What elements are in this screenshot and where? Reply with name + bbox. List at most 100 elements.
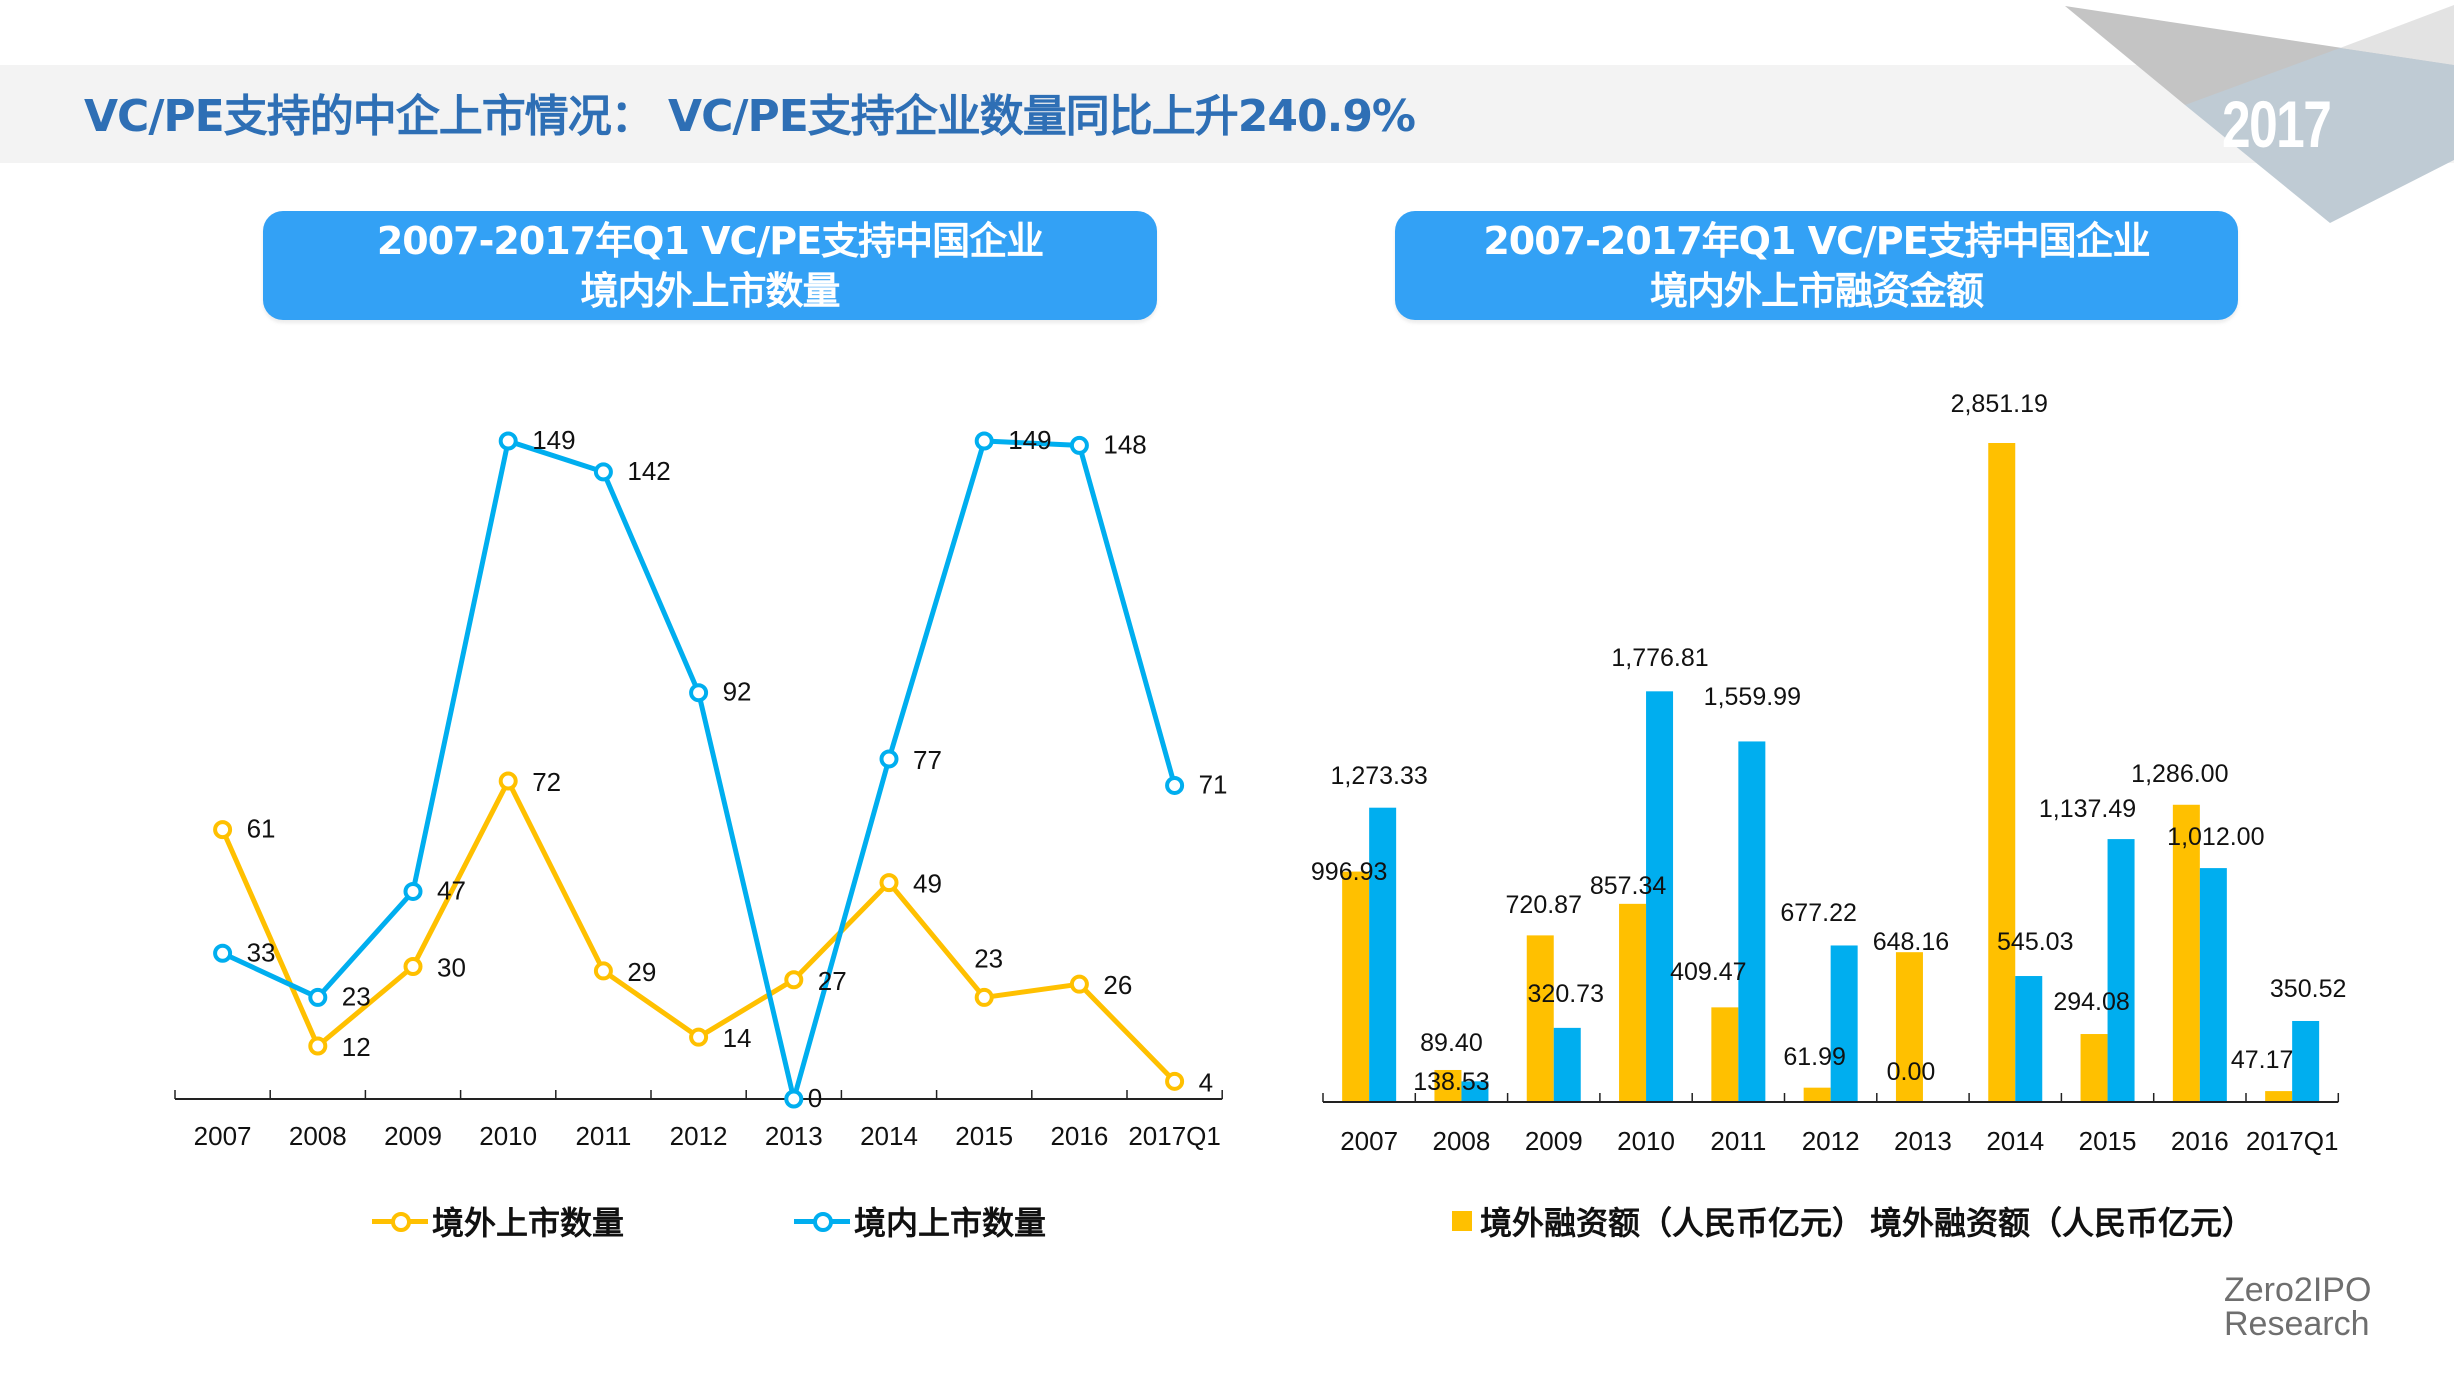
data-label: 61 xyxy=(247,814,276,844)
x-tick-label: 2009 xyxy=(384,1121,442,1151)
left-chart-title-line1: 2007-2017年Q1 VC/PE支持中国企业 xyxy=(376,218,1044,263)
data-label: 1,559.99 xyxy=(1704,683,1801,711)
right-chart-title-line1: 2007-2017年Q1 VC/PE支持中国企业 xyxy=(1483,218,2150,263)
legend-label: 境外融资额（人民币亿元） xyxy=(1870,1204,2255,1242)
data-label: 77 xyxy=(913,745,942,775)
x-tick-label: 2010 xyxy=(1617,1126,1675,1156)
bar-overseas xyxy=(1526,935,1554,1102)
data-label: 138.53 xyxy=(1413,1068,1489,1096)
x-tick-label: 2016 xyxy=(2171,1126,2229,1156)
x-tick-label: 2008 xyxy=(289,1121,347,1151)
bar-domestic xyxy=(2292,1020,2320,1102)
x-tick-label: 2012 xyxy=(1802,1126,1860,1156)
data-point xyxy=(1069,435,1089,455)
legend-item-domestic-amount: 境外融资额（人民币亿元） xyxy=(1870,1198,2254,1244)
bar-domestic xyxy=(1646,691,1674,1102)
data-point xyxy=(879,749,899,769)
bar-overseas xyxy=(1434,1069,1462,1102)
data-point xyxy=(784,970,804,990)
data-label: 47.17 xyxy=(2231,1046,2294,1074)
bar-overseas xyxy=(1988,443,2016,1102)
right-chart-legend: 境外融资额（人民币亿元） 境外融资额（人民币亿元） xyxy=(1452,1198,2294,1244)
data-label: 149 xyxy=(532,425,575,455)
bar-overseas xyxy=(2080,1034,2108,1102)
data-label: 30 xyxy=(437,953,466,983)
zero2ipo-logo: Zero2IPO Research xyxy=(2224,1273,2371,1341)
x-tick-label: 2016 xyxy=(1050,1121,1108,1151)
title-bar xyxy=(0,65,2454,163)
data-point xyxy=(1069,974,1089,994)
data-label: 320.73 xyxy=(1528,980,1604,1008)
x-tick-label: 2015 xyxy=(955,1121,1013,1151)
x-tick-label: 2007 xyxy=(194,1121,252,1151)
data-point xyxy=(593,961,613,981)
legend-label: 境内上市数量 xyxy=(854,1204,1047,1242)
bar-domestic xyxy=(1369,807,1397,1102)
data-label: 29 xyxy=(627,957,656,987)
data-point xyxy=(213,820,233,840)
legend-swatch-icon xyxy=(1452,1211,1472,1231)
year-badge: 2017 xyxy=(2222,87,2332,161)
right-chart-title-line2: 境内外上市融资金额 xyxy=(1649,268,1984,313)
data-point xyxy=(213,943,233,963)
bar-overseas xyxy=(1711,1007,1739,1102)
x-tick-label: 2017Q1 xyxy=(1128,1121,1221,1151)
data-point xyxy=(308,987,328,1007)
data-label: 720.87 xyxy=(1506,891,1582,919)
data-point xyxy=(593,462,613,482)
legend-item-overseas-amount: 境外融资额（人民币亿元） xyxy=(1452,1198,1864,1244)
data-label: 49 xyxy=(913,869,942,899)
bar-overseas xyxy=(1803,1087,1831,1102)
x-tick-label: 2014 xyxy=(1986,1126,2044,1156)
data-label: 26 xyxy=(1103,970,1132,1000)
data-label: 2,851.19 xyxy=(1951,390,2048,418)
data-label: 857.34 xyxy=(1590,872,1667,900)
data-label: 23 xyxy=(974,943,1003,973)
left-chart-title-line2: 境内外上市数量 xyxy=(580,268,840,313)
left-chart-legend: 境外上市数量 境内上市数量 xyxy=(372,1198,1086,1244)
data-point xyxy=(498,431,518,451)
x-tick-label: 2009 xyxy=(1525,1126,1583,1156)
data-label: 149 xyxy=(1008,425,1051,455)
x-tick-label: 2007 xyxy=(1340,1126,1398,1156)
data-label: 47 xyxy=(437,875,466,905)
bar-domestic xyxy=(1738,741,1766,1102)
bar-domestic xyxy=(1461,1081,1489,1102)
data-label: 89.40 xyxy=(1420,1029,1483,1057)
data-point xyxy=(879,873,899,893)
data-point xyxy=(784,1089,804,1109)
data-label: 409.47 xyxy=(1670,958,1746,986)
x-tick-label: 2017Q1 xyxy=(2246,1126,2339,1156)
logo-line1: Zero2IPO xyxy=(2224,1271,2372,1309)
data-label: 148 xyxy=(1103,429,1146,459)
logo-line2: Research xyxy=(2224,1305,2370,1343)
data-point xyxy=(498,771,518,791)
x-tick-label: 2013 xyxy=(1894,1126,1952,1156)
data-label: 677.22 xyxy=(1780,899,1856,927)
data-label: 142 xyxy=(627,456,670,486)
page-title: VC/PE支持的中企上市情况： VC/PE支持企业数量同比上升240.9% xyxy=(84,91,1416,142)
data-label: 33 xyxy=(247,937,276,967)
data-label: 71 xyxy=(1199,769,1228,799)
data-label: 23 xyxy=(342,981,371,1011)
x-tick-label: 2013 xyxy=(765,1121,823,1151)
data-label: 1,776.81 xyxy=(1611,644,1708,672)
data-label: 0 xyxy=(808,1083,822,1113)
data-label: 1,273.33 xyxy=(1330,762,1427,790)
data-point xyxy=(403,957,423,977)
legend-marker-domestic-icon xyxy=(794,1206,851,1236)
legend-label: 境外上市数量 xyxy=(432,1204,625,1242)
x-tick-label: 2011 xyxy=(575,1121,631,1151)
bar-overseas xyxy=(1342,871,1370,1102)
data-point xyxy=(1165,1071,1185,1091)
data-point xyxy=(308,1036,328,1056)
data-label: 4 xyxy=(1199,1067,1213,1097)
data-point xyxy=(403,881,423,901)
left-chart-title: 2007-2017年Q1 VC/PE支持中国企业 境内外上市数量 xyxy=(263,211,1157,320)
legend-marker-overseas-icon xyxy=(372,1206,428,1236)
bar-overseas xyxy=(2265,1091,2293,1102)
data-label: 294.08 xyxy=(2053,988,2129,1016)
x-tick-label: 2010 xyxy=(479,1121,537,1151)
bar-overseas xyxy=(2172,804,2200,1102)
